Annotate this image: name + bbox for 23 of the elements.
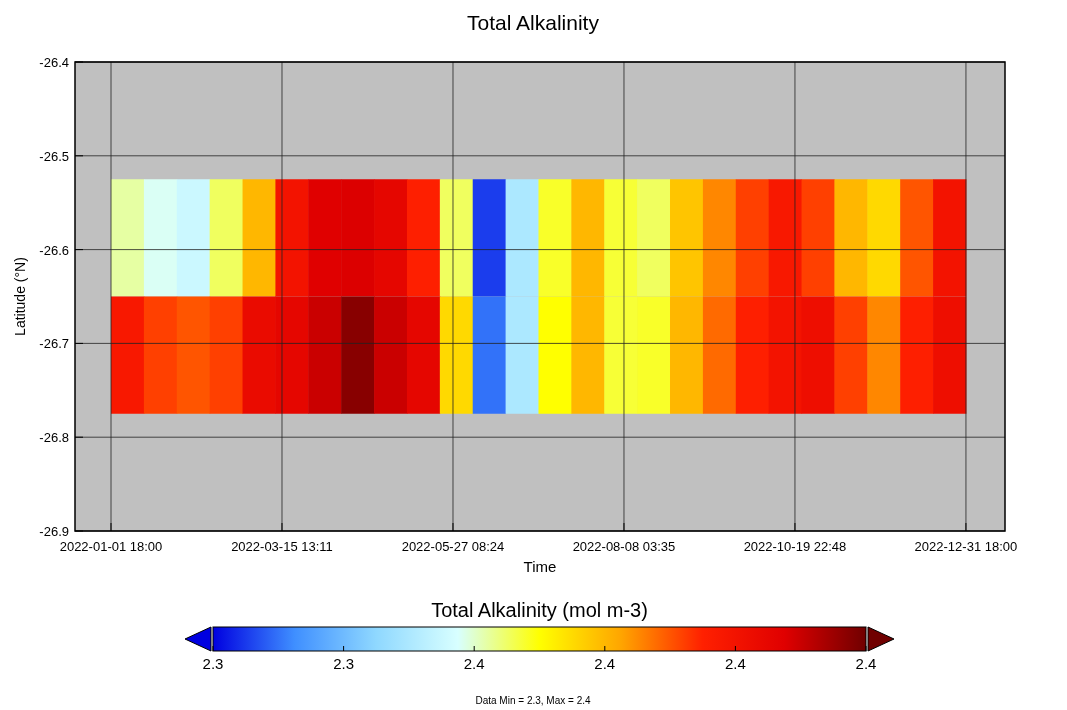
y-tick-label: -26.6: [39, 242, 69, 258]
y-tick-label: -26.5: [39, 148, 69, 164]
color-bar-label: 2.4: [855, 655, 877, 672]
x-tick-label: 2022-08-08 03:35: [572, 539, 676, 554]
text: Data Min = 2.3, Max = 2.4: [475, 695, 591, 706]
color-bar-label: 2.3: [202, 655, 224, 672]
x-axis-title: Time: [523, 558, 557, 575]
color-bar-label: 2.4: [594, 655, 616, 672]
chart-title: Total Alkalinity: [467, 11, 600, 34]
x-tick-label: 2022-03-15 13:11: [231, 539, 333, 554]
color-bar-label: 2.4: [463, 655, 485, 672]
x-tick-label: 2022-10-19 22:48: [743, 539, 847, 554]
y-axis-title: Latitude (°N): [12, 257, 28, 336]
y-tick-label: -26.8: [39, 430, 69, 446]
x-tick-label: 2022-12-31 18:00: [914, 539, 1018, 554]
color-bar-label: 2.4: [724, 655, 746, 672]
y-tick-label: -26.7: [39, 336, 69, 352]
color-bar-title: Total Alkalinity (mol m-3): [431, 599, 648, 621]
color-bar-label: 2.3: [333, 655, 355, 672]
y-tick-label: -26.9: [39, 524, 69, 539]
x-tick-label: 2022-01-01 18:00: [59, 539, 163, 554]
x-tick-label: 2022-05-27 08:24: [401, 539, 505, 554]
y-tick-label: -26.4: [39, 55, 69, 70]
